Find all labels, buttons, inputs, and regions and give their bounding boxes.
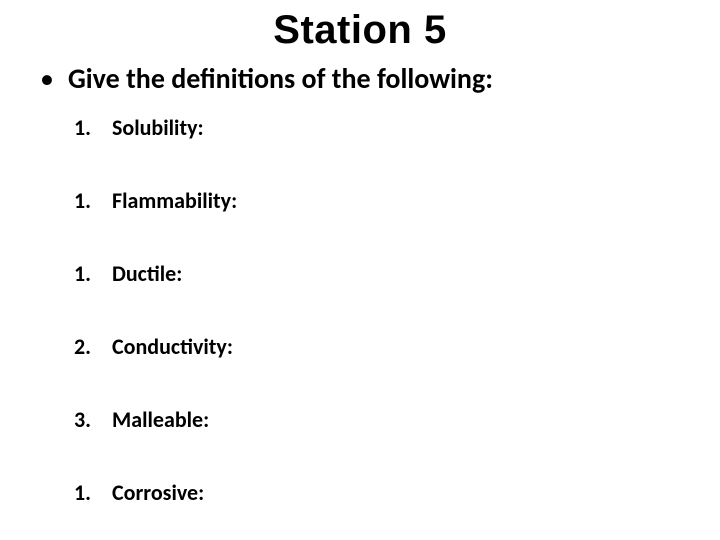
item-number: 1. — [74, 260, 102, 287]
list-item: 1. Solubility: — [74, 114, 690, 141]
item-number: 2. — [74, 333, 102, 360]
list-item: 1. Flammability: — [74, 187, 690, 214]
item-label: Conductivity: — [112, 333, 233, 360]
list-item: 3. Malleable: — [74, 406, 690, 433]
item-label: Malleable: — [112, 406, 209, 433]
item-label: Corrosive: — [112, 479, 204, 506]
list-item: 1. Ductile: — [74, 260, 690, 287]
slide-title: Station 5 — [30, 8, 690, 53]
slide: Station 5 • Give the definitions of the … — [0, 0, 720, 540]
list-item: 1. Corrosive: — [74, 479, 690, 506]
prompt-text: Give the definitions of the following: — [68, 61, 493, 96]
prompt-row: • Give the definitions of the following: — [40, 61, 690, 96]
bullet-icon: • — [40, 65, 54, 93]
item-label: Solubility: — [112, 114, 204, 141]
item-number: 1. — [74, 187, 102, 214]
item-label: Ductile: — [112, 260, 182, 287]
item-label: Flammability: — [112, 187, 237, 214]
items-list: 1. Solubility: 1. Flammability: 1. Ducti… — [74, 114, 690, 506]
list-item: 2. Conductivity: — [74, 333, 690, 360]
item-number: 1. — [74, 479, 102, 506]
item-number: 3. — [74, 406, 102, 433]
item-number: 1. — [74, 114, 102, 141]
